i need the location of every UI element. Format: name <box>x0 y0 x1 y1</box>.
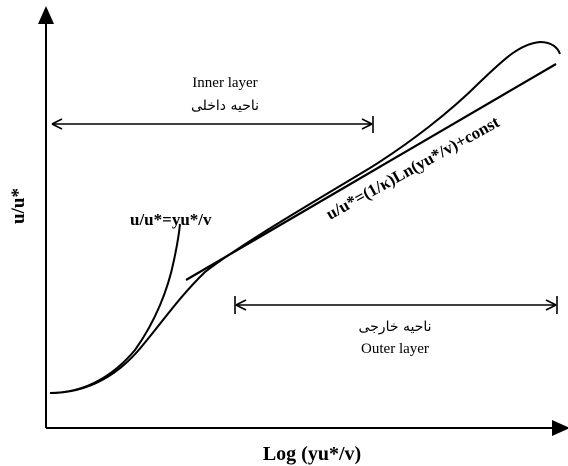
outer-layer-label-en: Outer layer <box>361 341 429 357</box>
inner-layer-arrow-right-head <box>361 118 373 130</box>
outer-layer-arrow-right-head <box>545 299 557 311</box>
inner-layer-label-en: Inner layer <box>192 75 257 91</box>
x-axis-label: Log (yu*/v) <box>263 443 361 465</box>
outer-layer-arrow-left-head <box>235 299 247 311</box>
outer-layer-label-fa: ناحیه خارجی <box>358 319 431 335</box>
viscous-equation: u/u*=yu*/v <box>130 210 212 229</box>
y-axis-label: u/u* <box>8 188 29 224</box>
log-law-equation: u/u*=(1/κ)Ln(yu*/v)+const <box>323 112 503 223</box>
log-law-line <box>185 63 557 281</box>
viscous-sublayer-curve <box>49 223 181 394</box>
inner-layer-label-fa: ناحیه داخلی <box>191 98 259 114</box>
velocity-profile-curve <box>49 40 561 394</box>
inner-layer-arrow-left-head <box>51 118 63 130</box>
